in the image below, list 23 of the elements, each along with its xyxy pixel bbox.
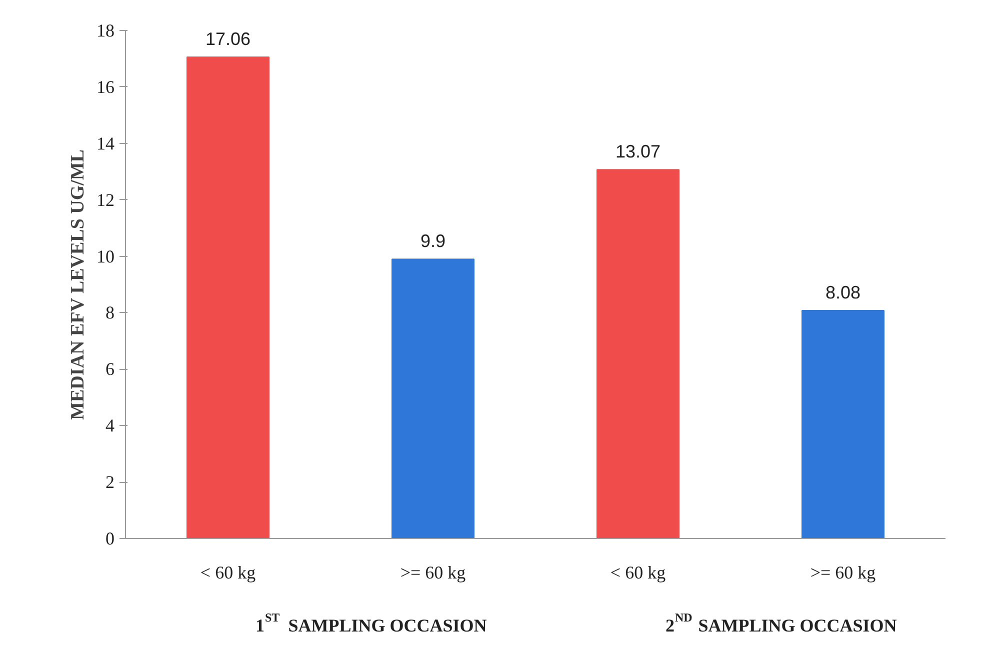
- y-tick-label: 14: [96, 133, 114, 154]
- y-tick-label: 4: [106, 416, 114, 436]
- data-label: 17.06: [205, 29, 251, 50]
- x-tick-label: < 60 kg: [610, 562, 666, 582]
- bar: [802, 310, 884, 538]
- y-tick-label: 12: [96, 190, 114, 210]
- y-tick-label: 0: [106, 528, 114, 548]
- x-tick-label: >= 60 kg: [400, 562, 466, 582]
- data-label: 13.07: [615, 142, 661, 162]
- y-tick-label: 6: [106, 359, 114, 380]
- x-tick-label: < 60 kg: [200, 562, 256, 582]
- y-tick-label: 2: [106, 472, 114, 492]
- x-tick-label: >= 60 kg: [810, 562, 876, 582]
- y-tick-label: 8: [106, 302, 114, 323]
- y-tick-label: 10: [96, 246, 114, 266]
- data-label: 9.9: [420, 231, 446, 252]
- bar: [186, 56, 270, 538]
- y-tick-label: 16: [96, 76, 114, 97]
- data-label: 8.08: [825, 282, 861, 302]
- bar: [392, 258, 474, 538]
- y-tick-label: 18: [96, 20, 114, 40]
- y-axis-title: MEDIAN EFV LEVELS UG/ML: [68, 149, 88, 420]
- bar: [596, 169, 680, 538]
